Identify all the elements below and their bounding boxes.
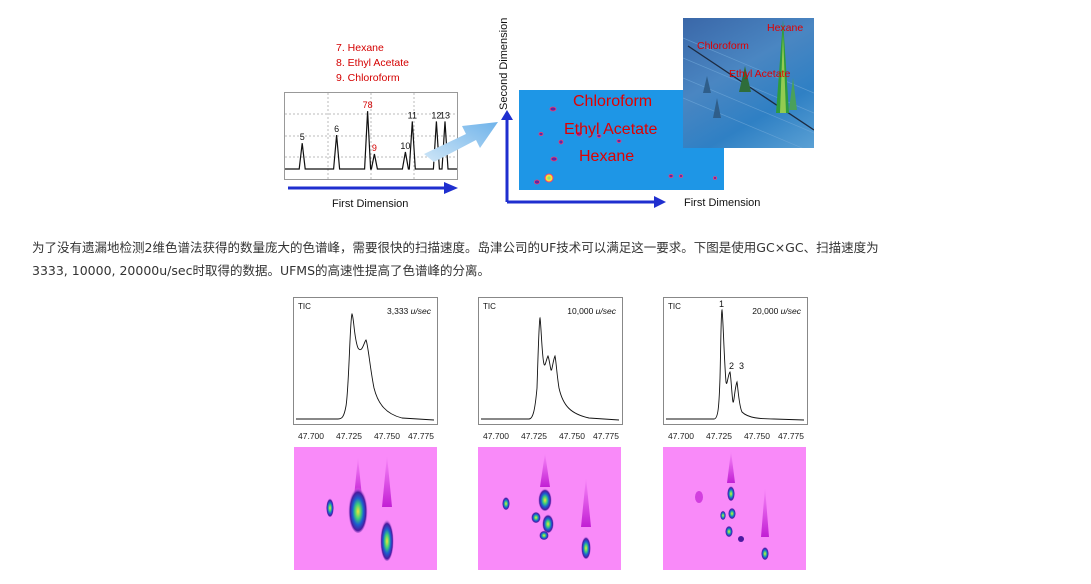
x-tick: 47.725 [706,431,732,441]
heatmap-image [326,455,394,561]
surface-image [683,20,814,148]
legend-item: 9. Chloroform [336,72,400,84]
surface-label-ethyl-acetate: Ethyl Acetate [729,68,791,80]
surface-label-hexane: Hexane [767,22,804,34]
heatmap-image [695,451,769,560]
peak-label: 9 [372,143,377,153]
first-dimension-label-2d: First Dimension [684,197,761,209]
heatmap-20000 [663,447,806,570]
peak-label: 12 [431,110,441,120]
scan-speed-label: 10,000 u/sec [567,306,616,316]
tic-chart-3333: TIC 3,333 u/sec [293,297,438,425]
x-tick: 47.775 [408,431,434,441]
transition-arrow-icon [424,122,498,162]
scan-speed-value: 3,333 [387,306,409,316]
legend-item: 7. Hexane [336,42,384,54]
first-dimension-axis-arrow [288,182,458,194]
x-tick: 47.700 [298,431,324,441]
scan-speed-label: 3,333 u/sec [387,306,431,316]
x-tick: 47.725 [336,431,362,441]
peak-label-1: 1 [719,299,725,309]
scan-speed-value: 10,000 [567,306,594,316]
map-label-hexane: Hexane [579,148,635,165]
chromatogram-trace [285,111,457,170]
scan-speed-label: 20,000 u/sec [752,306,801,316]
peak-label: 13 [440,110,450,120]
paragraph-line: 3333, 10000, 20000u/sec时取得的数据。UFMS的高速性提高… [32,263,491,278]
description-paragraph: 为了没有遗漏地检测2维色谱法获得的数量庞大的色谱峰，需要很快的扫描速度。岛津公司… [32,236,1072,282]
heatmap-10000 [478,447,621,570]
scan-speed-value: 20,000 [752,306,779,316]
x-tick: 47.775 [593,431,619,441]
first-dimension-label: First Dimension [332,198,409,210]
map-label-chloroform: Chloroform [573,93,653,110]
x-tick: 47.700 [483,431,509,441]
x-tick: 47.700 [668,431,694,441]
x-tick: 47.725 [521,431,547,441]
tic-trace [481,316,620,421]
paragraph-line: 为了没有遗漏地检测2维色谱法获得的数量庞大的色谱峰，需要很快的扫描速度。岛津公司… [32,240,879,255]
peak-label-2: 2 [729,361,735,371]
tic-label: TIC [483,302,496,311]
surface-label-chloroform: Chloroform [697,40,749,52]
peak-label: 78 [363,100,373,110]
tic-label: TIC [668,302,681,311]
x-tick: 47.775 [778,431,804,441]
x-tick: 47.750 [374,431,400,441]
legend-item: 8. Ethyl Acetate [336,57,409,69]
x-tick: 47.750 [559,431,585,441]
scan-speed-unit: u/sec [780,306,801,316]
compound-legend: 7. Hexane 8. Ethyl Acetate 9. Chloroform [336,41,409,86]
tic-chart-20000: TIC 20,000 u/sec 1 2 3 [663,297,808,425]
tic-trace [296,312,435,421]
second-dimension-text: Second Dimension [498,17,510,110]
scan-speed-unit: u/sec [410,306,431,316]
second-dimension-label: Second Dimension [498,6,512,110]
peak-label: 5 [300,132,305,142]
heatmap-image [502,453,591,559]
tic-label: TIC [298,302,311,311]
contour-spots [534,106,717,185]
two-dimensional-axes [501,110,666,208]
one-dimensional-chromatogram: 5 6 78 9 10 11 12 13 [284,92,458,180]
map-label-ethyl-acetate: Ethyl Acetate [564,121,658,138]
tic-trace [666,308,805,421]
peak-label: 6 [334,124,339,134]
peak-label-3: 3 [739,361,745,371]
x-tick: 47.750 [744,431,770,441]
three-dimensional-surface-plot: Hexane Chloroform Ethyl Acetate [683,18,814,148]
peak-label: 10 [400,141,410,151]
heatmap-3333 [294,447,437,570]
scan-speed-unit: u/sec [595,306,616,316]
tic-chart-10000: TIC 10,000 u/sec [478,297,623,425]
peak-label: 11 [408,110,417,120]
